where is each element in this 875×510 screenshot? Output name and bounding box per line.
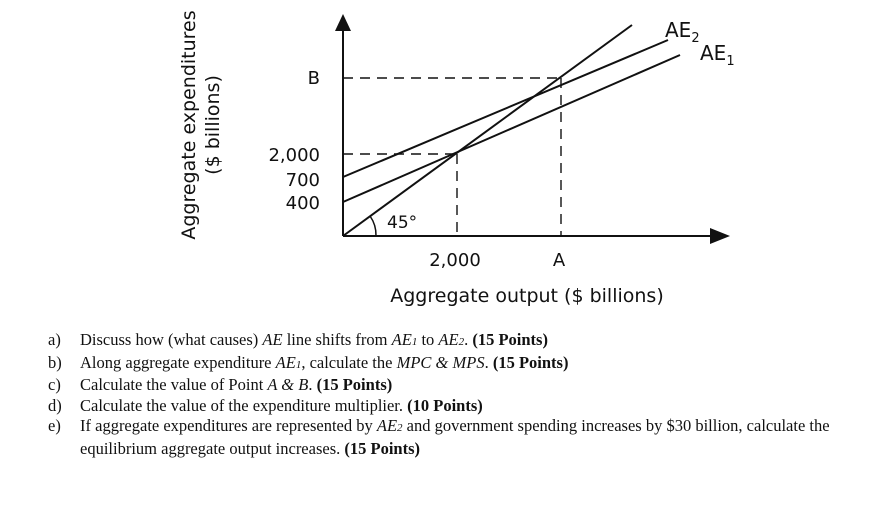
y-tick-400: 400: [286, 193, 320, 214]
x-tick-a: A: [553, 250, 566, 271]
y-tick-700: 700: [286, 170, 320, 191]
question-text: Along aggregate expenditure AE1, calcula…: [80, 352, 569, 372]
question-text: Calculate the value of the expenditure m…: [80, 395, 483, 415]
question-letter: b): [48, 352, 62, 372]
question-item: e) If aggregate expenditures are represen…: [48, 416, 858, 459]
forty-five-degree-line: [342, 24, 633, 237]
y-tick-b: B: [308, 68, 320, 89]
question-text: Calculate the value of Point A & B. (15 …: [80, 375, 393, 394]
ae-diagram: 45° B 2,000 700 400 2,000 A Aggregate ou…: [178, 10, 735, 307]
question-letter: a): [48, 330, 61, 349]
question-item: c) Calculate the value of Point A & B. (1…: [48, 375, 858, 396]
y-axis-arrowhead: [335, 14, 351, 31]
question-item: b) Along aggregate expenditure AE1, calcu…: [48, 353, 858, 376]
x-tick-2000: 2,000: [429, 250, 481, 271]
question-text: Discuss how (what causes) AE line shifts…: [80, 330, 548, 349]
x-axis-arrowhead: [710, 228, 730, 244]
question-letter: c): [48, 375, 61, 394]
y-axis-label-line1: Aggregate expenditures: [178, 10, 200, 239]
angle-arc: [369, 215, 377, 237]
ae2-label: AE2: [665, 18, 700, 46]
angle-label: 45°: [387, 213, 417, 233]
y-axis-label-line2: ($ billions): [202, 75, 224, 175]
x-axis-label: Aggregate output ($ billions): [390, 285, 664, 307]
y-tick-2000: 2,000: [268, 145, 320, 166]
question-item: d) Calculate the value of the expenditure…: [48, 396, 858, 417]
ae1-line: [342, 54, 681, 203]
ae2-line: [342, 39, 669, 178]
ae1-label: AE1: [700, 41, 735, 69]
question-letter: d): [48, 395, 62, 415]
question-list: a) Discuss how (what causes) AE line shif…: [48, 330, 858, 459]
question-letter: e): [48, 416, 61, 435]
question-item: a) Discuss how (what causes) AE line shif…: [48, 330, 858, 353]
question-text: If aggregate expenditures are represente…: [80, 416, 830, 458]
